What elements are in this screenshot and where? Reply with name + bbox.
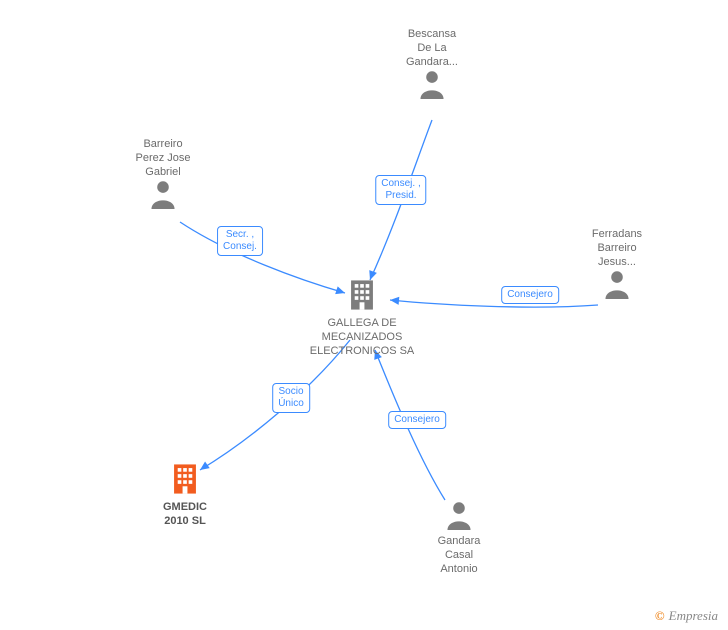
- edge-label: Secr. , Consej.: [217, 226, 263, 256]
- watermark-text: Empresia: [669, 608, 718, 623]
- person-icon: [149, 179, 177, 214]
- node-label: GALLEGA DE MECANIZADOS ELECTRONICOS SA: [302, 317, 422, 358]
- node-label: Barreiro Perez Jose Gabriel: [103, 138, 223, 179]
- node-bescansa[interactable]: Bescansa De La Gandara...: [372, 28, 492, 104]
- edge-label: Socio Único: [272, 383, 310, 413]
- node-label: Bescansa De La Gandara...: [372, 28, 492, 69]
- person-icon: [445, 500, 473, 535]
- building-icon: [170, 462, 200, 501]
- person-icon: [418, 69, 446, 104]
- person-icon: [603, 269, 631, 304]
- watermark: © Empresia: [655, 608, 718, 624]
- node-label: Ferradans Barreiro Jesus...: [557, 228, 677, 269]
- node-gandara[interactable]: Gandara Casal Antonio: [399, 500, 519, 576]
- node-barreiro[interactable]: Barreiro Perez Jose Gabriel: [103, 138, 223, 214]
- copyright-symbol: ©: [655, 608, 665, 623]
- node-ferradans[interactable]: Ferradans Barreiro Jesus...: [557, 228, 677, 304]
- building-icon: [347, 278, 377, 317]
- edge-label: Consejero: [501, 286, 559, 304]
- edge-label: Consej. , Presid.: [375, 175, 426, 205]
- node-gmedic[interactable]: GMEDIC 2010 SL: [125, 462, 245, 529]
- node-center-company[interactable]: GALLEGA DE MECANIZADOS ELECTRONICOS SA: [302, 278, 422, 358]
- node-label: Gandara Casal Antonio: [399, 535, 519, 576]
- node-label: GMEDIC 2010 SL: [125, 501, 245, 529]
- edge-label: Consejero: [388, 411, 446, 429]
- diagram-canvas: GALLEGA DE MECANIZADOS ELECTRONICOS SA B…: [0, 0, 728, 630]
